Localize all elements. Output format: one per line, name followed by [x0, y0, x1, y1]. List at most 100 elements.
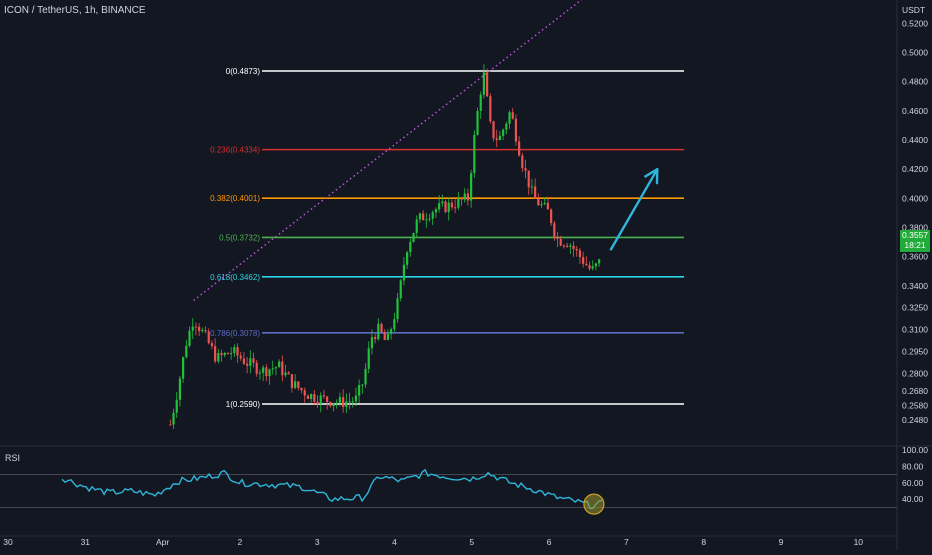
rsi-tick-label: 100.00: [902, 445, 928, 455]
candle-body: [329, 401, 332, 407]
y-tick-label: 0.2680: [902, 386, 928, 396]
x-tick-label: 2: [238, 537, 243, 547]
candle-body: [236, 347, 239, 356]
candle-body: [524, 168, 527, 171]
candle-body: [226, 352, 230, 355]
y-tick-label: 0.2950: [902, 346, 928, 356]
candle-body: [406, 252, 409, 265]
y-tick-label: 0.2480: [902, 415, 928, 425]
candle-body: [345, 401, 348, 408]
x-tick-label: 30: [3, 537, 13, 547]
y-tick-label: 0.3400: [902, 281, 928, 291]
candle-body: [246, 363, 249, 366]
candle-body: [230, 353, 233, 355]
candle-body: [310, 394, 313, 400]
candle-body: [278, 361, 281, 368]
y-tick-label: 0.5000: [902, 47, 928, 57]
candle-body: [281, 361, 284, 376]
trendline: [193, 0, 583, 301]
candle-body: [588, 265, 591, 269]
y-tick-label: 0.4200: [902, 164, 928, 174]
candle-body: [306, 395, 310, 400]
candle-body: [418, 213, 422, 220]
candle-body: [425, 219, 428, 221]
candle-body: [169, 424, 172, 426]
candle-body: [428, 218, 431, 220]
candle-body: [591, 266, 594, 269]
candle-body: [470, 173, 473, 201]
candle-body: [332, 403, 335, 407]
candle-body: [290, 374, 294, 388]
candle-body: [262, 367, 265, 373]
candle-body: [486, 72, 489, 97]
candle-body: [351, 401, 354, 403]
x-tick-label: 5: [469, 537, 474, 547]
candle-body: [348, 401, 351, 403]
candle-body: [204, 330, 207, 332]
candle-body: [572, 245, 575, 250]
candle-body: [569, 245, 572, 247]
candle-body: [498, 135, 502, 140]
candle-body: [447, 202, 450, 212]
rsi-label: RSI: [5, 453, 21, 463]
fib-level-label: 0.618(0.3462): [210, 273, 260, 282]
candle-body: [521, 155, 524, 169]
candle-body: [358, 385, 361, 396]
rsi-tick-label: 80.00: [902, 461, 924, 471]
candle-body: [492, 121, 495, 139]
candle-body: [249, 358, 252, 366]
rsi-line: [61, 468, 603, 510]
candle-body: [559, 238, 562, 246]
candle-body: [182, 357, 185, 379]
candle-body: [386, 333, 390, 340]
candle-body: [598, 259, 601, 264]
candle-body: [460, 198, 463, 200]
candle-body: [502, 129, 505, 136]
candle-body: [191, 326, 194, 331]
candle-body: [380, 323, 383, 332]
candle-body: [514, 118, 518, 142]
y-tick-label: 0.5200: [902, 18, 928, 28]
y-tick-label: 0.3600: [902, 252, 928, 262]
candle-body: [534, 186, 537, 199]
x-tick-label: 3: [315, 537, 320, 547]
candle-body: [476, 110, 479, 135]
candle-body: [364, 368, 367, 385]
currency-label: USDT: [902, 5, 925, 15]
candle-body: [553, 223, 556, 237]
y-tick-label: 0.4000: [902, 193, 928, 203]
rsi-oversold-marker: [583, 493, 605, 515]
candle-body: [374, 337, 377, 340]
fib-level-label: 0.236(0.4334): [210, 146, 260, 155]
candle-body: [223, 352, 226, 356]
x-tick-label: 10: [854, 537, 864, 547]
candle-body: [242, 358, 246, 364]
candle-body: [274, 367, 278, 369]
candle-body: [271, 368, 274, 370]
candle-body: [527, 170, 530, 188]
candle-body: [540, 204, 543, 206]
fib-level-label: 1(0.2590): [226, 400, 261, 409]
y-tick-label: 0.4800: [902, 77, 928, 87]
x-tick-label: 4: [392, 537, 397, 547]
y-tick-label: 0.3800: [902, 223, 928, 233]
candle-body: [562, 245, 566, 247]
projection-arrow: [609, 167, 659, 251]
candle-body: [412, 232, 415, 243]
projection-arrow-head: [644, 167, 659, 185]
candle-body: [313, 394, 316, 402]
candle-body: [431, 212, 434, 219]
candle-body: [300, 387, 303, 391]
candle-body: [370, 337, 374, 349]
candle-body: [594, 263, 598, 267]
y-tick-label: 0.2800: [902, 368, 928, 378]
candle-body: [578, 250, 582, 258]
candle-body: [550, 209, 553, 224]
candle-body: [415, 219, 418, 233]
candle-body: [342, 397, 345, 408]
candle-body: [393, 319, 396, 330]
candle-body: [518, 141, 521, 156]
candle-body: [543, 202, 546, 205]
